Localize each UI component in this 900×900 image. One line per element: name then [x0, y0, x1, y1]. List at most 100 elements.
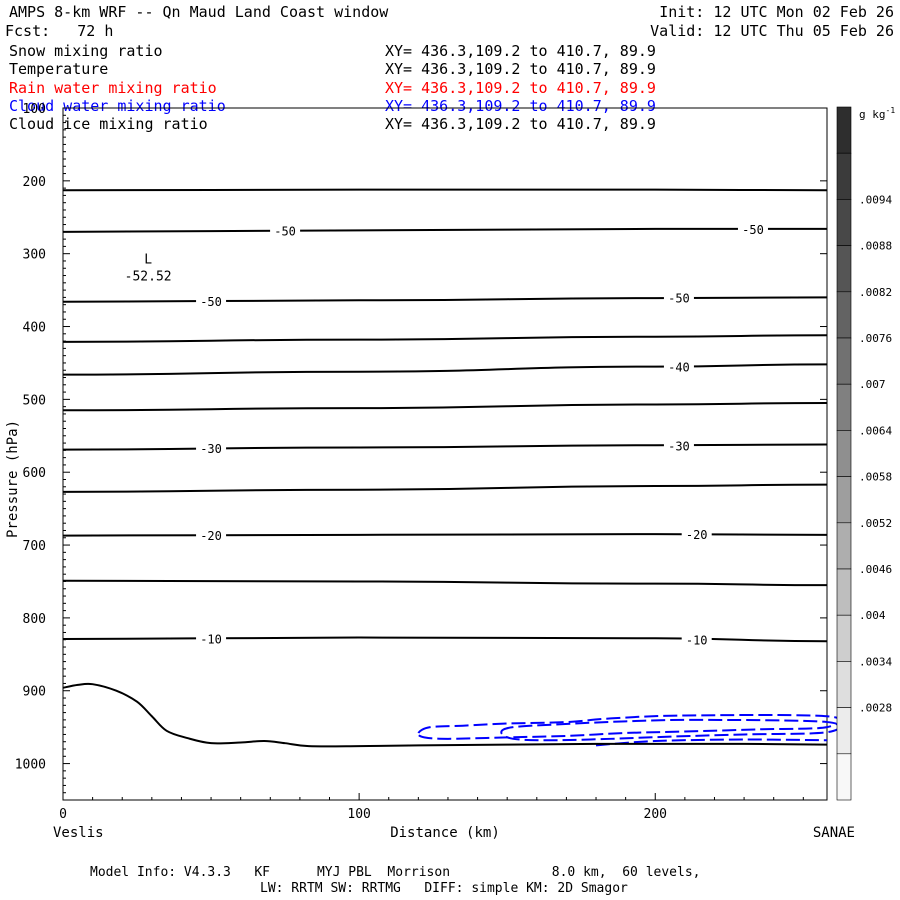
x-tick-label: 100	[347, 807, 370, 822]
field-name: Temperature	[9, 60, 109, 79]
terrain-line	[62, 682, 828, 748]
field-name: Rain water mixing ratio	[9, 78, 217, 97]
isotherm-label: -30	[200, 442, 222, 456]
x-axis-label: Distance (km)	[390, 825, 500, 841]
y-tick-label: 400	[23, 321, 46, 336]
isotherm-label: -50	[274, 224, 296, 238]
cloud-water-contour	[500, 718, 842, 742]
colorbar-label: .0028	[859, 702, 892, 715]
model-info-line2: LW: RRTM SW: RRTMG DIFF: simple KM: 2D S…	[260, 881, 628, 896]
colorbar-segment	[836, 614, 852, 662]
colorbar-label: .0046	[859, 563, 892, 576]
colorbar-segment	[836, 337, 852, 385]
colorbar-segment	[836, 476, 852, 524]
left-endpoint-label: Veslis	[53, 825, 104, 841]
isotherm-line	[62, 533, 828, 537]
colorbar-unit: g kg-1	[859, 106, 895, 121]
colorbar-segment	[836, 707, 852, 755]
forecast-hour: Fcst: 72 h	[5, 22, 114, 40]
colorbar-label: .0076	[859, 332, 892, 345]
isotherm-label: -20	[686, 528, 708, 542]
plot-frame	[62, 107, 828, 801]
isotherm-line	[62, 227, 827, 233]
colorbar-segment	[836, 383, 852, 431]
colorbar-segment	[836, 568, 852, 616]
colorbar-label: .0082	[859, 286, 892, 299]
colorbar-label: .0064	[859, 424, 892, 437]
valid-time: Valid: 12 UTC Thu 05 Feb 26	[650, 22, 894, 40]
x-tick-label: 0	[59, 807, 67, 822]
y-tick-label: 100	[23, 102, 46, 117]
isotherm-label: -20	[200, 529, 222, 543]
isotherm-line	[62, 363, 828, 376]
colorbar-segment	[836, 661, 852, 708]
isotherm-label: -10	[686, 634, 708, 648]
isotherm-line	[62, 579, 828, 587]
isotherm-line	[62, 483, 828, 493]
isotherm-label: -30	[668, 439, 690, 453]
isotherm-line	[62, 443, 828, 451]
field-xy-range: XY= 436.3,109.2 to 410.7, 89.9	[385, 115, 656, 134]
isotherm-label-bg	[196, 293, 227, 309]
colorbar-label: .0094	[859, 193, 892, 206]
colorbar-label: .0058	[859, 471, 892, 484]
field-name: Snow mixing ratio	[9, 42, 163, 60]
isotherm-label-bg	[663, 358, 694, 374]
isotherm-line	[62, 334, 828, 343]
isotherm-line	[62, 188, 828, 192]
field-xy-range: XY= 436.3,109.2 to 410.7, 89.9	[385, 42, 656, 60]
isotherm-label-bg	[681, 631, 712, 647]
isotherm-label-bg	[196, 630, 227, 646]
isotherm-label-bg	[196, 526, 227, 542]
colorbar-segment	[836, 291, 852, 339]
field-name: Cloud water mixing ratio	[9, 96, 226, 115]
isotherm-label: -50	[200, 295, 222, 309]
isotherm-line	[62, 296, 828, 303]
isotherm-label-bg	[270, 222, 301, 238]
cloud-water-contour	[595, 738, 828, 747]
y-tick-label: 1000	[15, 758, 46, 773]
y-tick-label: 500	[23, 393, 46, 408]
colorbar-segment	[836, 522, 852, 570]
chart-title: AMPS 8-km WRF -- Qn Maud Land Coast wind…	[9, 3, 389, 21]
y-axis-label: Pressure (hPa)	[5, 420, 21, 538]
y-tick-label: 600	[23, 466, 46, 481]
field-xy-range: XY= 436.3,109.2 to 410.7, 89.9	[385, 78, 656, 97]
colorbar-label: .0052	[859, 517, 892, 530]
isotherm-label-bg	[737, 220, 768, 236]
y-tick-label: 300	[23, 248, 46, 263]
colorbar-segment	[836, 753, 852, 801]
colorbar-segment	[836, 430, 852, 477]
isotherm-label-bg	[663, 437, 694, 453]
y-tick-label: 800	[23, 612, 46, 627]
colorbar-label: .007	[859, 378, 886, 391]
colorbar-label: .0034	[859, 655, 892, 668]
right-endpoint-label: SANAE	[813, 825, 855, 841]
y-tick-label: 700	[23, 539, 46, 554]
isotherm-label-bg	[663, 289, 694, 305]
low-marker-value: -52.52	[125, 269, 172, 284]
colorbar-label: .0088	[859, 240, 892, 253]
isotherm-label: -40	[668, 361, 690, 375]
isotherm-label: -50	[668, 291, 690, 305]
colorbar-segment	[836, 199, 852, 246]
low-marker-label: L	[144, 252, 152, 267]
isotherm-label-bg	[681, 526, 712, 542]
isotherm-label: -50	[742, 223, 764, 237]
init-time: Init: 12 UTC Mon 02 Feb 26	[659, 3, 894, 21]
colorbar-label: .004	[859, 609, 886, 622]
field-name: Cloud ice mixing ratio	[9, 115, 208, 134]
cloud-water-contour	[417, 714, 842, 740]
field-xy-range: XY= 436.3,109.2 to 410.7, 89.9	[385, 60, 656, 79]
y-tick-label: 200	[23, 175, 46, 190]
isotherm-label: -10	[200, 632, 222, 646]
colorbar-segment	[836, 245, 852, 293]
model-info-line1: Model Info: V4.3.3 KF MYJ PBL Morrison 8…	[90, 865, 701, 880]
colorbar-segment	[836, 152, 852, 200]
x-tick-label: 200	[644, 807, 667, 822]
colorbar-segment	[836, 106, 852, 154]
isotherm-line	[62, 402, 828, 412]
field-xy-range: XY= 436.3,109.2 to 410.7, 89.9	[385, 96, 656, 115]
isotherm-label-bg	[196, 440, 227, 456]
